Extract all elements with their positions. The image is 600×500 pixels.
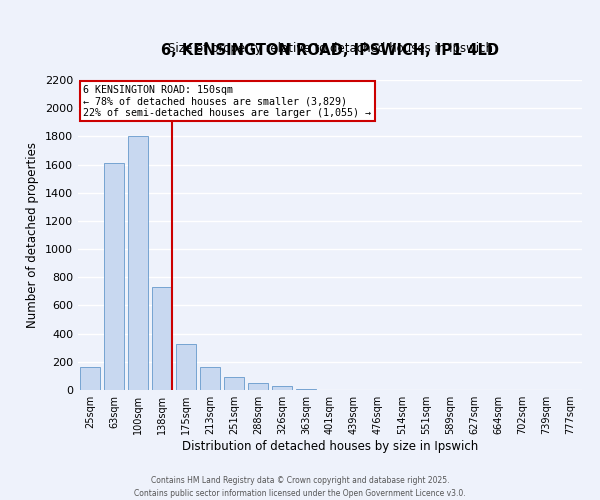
Bar xyxy=(272,386,292,390)
Text: Contains HM Land Registry data © Crown copyright and database right 2025.
Contai: Contains HM Land Registry data © Crown c… xyxy=(134,476,466,498)
Text: 6, KENSINGTON ROAD, IPSWICH, IP1 4LD: 6, KENSINGTON ROAD, IPSWICH, IP1 4LD xyxy=(161,44,499,59)
Bar xyxy=(80,368,100,390)
Bar xyxy=(104,163,124,390)
Bar xyxy=(248,383,268,390)
Bar xyxy=(200,368,220,390)
X-axis label: Distribution of detached houses by size in Ipswich: Distribution of detached houses by size … xyxy=(182,440,478,453)
Y-axis label: Number of detached properties: Number of detached properties xyxy=(26,142,40,328)
Bar xyxy=(296,388,316,390)
Bar xyxy=(152,287,172,390)
Title: Size of property relative to detached houses in Ipswich: Size of property relative to detached ho… xyxy=(167,42,493,55)
Bar xyxy=(176,344,196,390)
Text: 6 KENSINGTON ROAD: 150sqm
← 78% of detached houses are smaller (3,829)
22% of se: 6 KENSINGTON ROAD: 150sqm ← 78% of detac… xyxy=(83,84,371,118)
Bar xyxy=(224,378,244,390)
Bar xyxy=(128,136,148,390)
